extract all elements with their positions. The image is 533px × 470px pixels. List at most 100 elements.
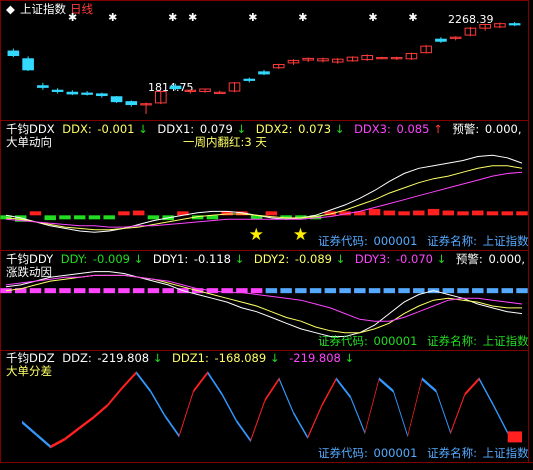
histogram-bar xyxy=(250,288,263,294)
ddz-segment xyxy=(393,389,408,438)
ddz-value: -219.808 xyxy=(97,351,149,365)
ddy-value: -0.009 xyxy=(93,252,130,266)
histogram-bar xyxy=(29,211,42,216)
star-marker-icon: ✱ xyxy=(298,11,307,24)
histogram-bar xyxy=(147,288,160,294)
ddx3-value: 0.085 xyxy=(397,122,430,136)
down-arrow-icon: ↓ xyxy=(336,252,346,266)
candle-body xyxy=(464,27,477,36)
star-marker-icon: ✱ xyxy=(248,11,257,24)
ddz-segment xyxy=(50,437,65,449)
histogram-bar xyxy=(383,288,396,294)
ddy-name: 千钧DDY xyxy=(6,252,54,266)
ddz-segment xyxy=(407,377,422,438)
candle-body xyxy=(37,85,49,88)
candle-body xyxy=(154,90,167,104)
ddx-name: 千钧DDX xyxy=(6,122,55,136)
ddx-panel: 千钧DDX DDX: -0.001 ↓ DDX1: 0.079 ↓ DDX2: … xyxy=(0,122,529,248)
ddy2-label: DDY2: xyxy=(254,252,289,266)
candle-body xyxy=(22,58,34,71)
down-arrow-icon: ↓ xyxy=(235,252,245,266)
candle-body xyxy=(494,23,506,28)
histogram-bar xyxy=(324,211,337,216)
ddx-sec-name: 上证指数 xyxy=(483,234,529,248)
candle-body xyxy=(420,45,432,54)
histogram-bar xyxy=(486,288,499,294)
histogram-bar xyxy=(44,288,56,294)
svg-text:千钧DDZ DDZ: -219.80: 千钧DDZ DDZ: -219.808 ↓ DDZ1: -168.089 ↓ -… xyxy=(6,351,354,365)
histogram-bar xyxy=(265,288,278,294)
candle-body xyxy=(169,85,182,90)
ddz-segment xyxy=(336,377,351,399)
ddx-label: DDX: xyxy=(62,122,91,136)
ddz-segment xyxy=(164,414,180,438)
ddx3-label: DDX3: xyxy=(354,122,391,136)
candle-body xyxy=(449,36,462,39)
ddy-code: 000001 xyxy=(374,334,418,348)
histogram-bar xyxy=(250,215,263,220)
histogram-bar xyxy=(486,211,499,216)
ddz-segment xyxy=(193,371,208,393)
histogram-bar xyxy=(280,288,292,294)
histogram-bar xyxy=(221,211,233,216)
ddy-subtitle: 涨跌动因 xyxy=(6,265,52,279)
histogram-bar xyxy=(132,288,145,294)
ddy-sec-name-label: 证券名称: xyxy=(427,334,477,348)
ddz-segment xyxy=(250,398,265,443)
candle-body xyxy=(199,88,211,92)
series-line-ddx3 xyxy=(5,171,523,228)
candle-body xyxy=(376,57,388,60)
ddz-segment xyxy=(36,433,51,449)
histogram-bar xyxy=(221,288,233,294)
star-marker-icon: ✱ xyxy=(368,11,377,24)
histogram-bar xyxy=(354,288,366,294)
ddy-label: DDY: xyxy=(61,252,87,266)
candle-body xyxy=(184,89,197,92)
histogram-bar xyxy=(472,210,484,216)
candle-body xyxy=(331,58,344,63)
ddz-area-chart xyxy=(22,371,522,449)
histogram-bar xyxy=(73,215,86,220)
histogram-bar xyxy=(103,215,115,220)
ddx-sec-name-label: 证券名称: xyxy=(427,234,477,248)
ddx1-label: DDX1: xyxy=(157,122,194,136)
ddy-histogram xyxy=(0,288,528,294)
down-arrow-icon: ↓ xyxy=(134,252,144,266)
histogram-bar xyxy=(295,215,307,220)
histogram-bar xyxy=(516,211,528,216)
histogram-bar xyxy=(295,288,307,294)
candle-body xyxy=(361,55,374,61)
ddy1-value: -0.118 xyxy=(194,252,231,266)
candle-body xyxy=(317,58,329,62)
histogram-bar xyxy=(118,211,130,216)
histogram-bar xyxy=(501,288,513,294)
ddy-sec-name: 上证指数 xyxy=(483,334,529,348)
ddx-lines xyxy=(5,154,523,233)
kline-panel: ◆ 上证指数 日线 2268.39 1814.75 ✱✱✱✱✱✱✱✱ xyxy=(6,2,521,114)
candle-body xyxy=(272,64,285,69)
down-arrow-icon: ↓ xyxy=(138,122,148,136)
candle-body xyxy=(302,57,315,61)
ddx-warn-value: 0.000, xyxy=(485,122,522,136)
settings-icon[interactable]: ◆ xyxy=(6,2,15,16)
candle-body xyxy=(81,92,93,95)
svg-text:证券代码: 000001 证券名称:: 证券代码: 000001 证券名称: 上证指数 xyxy=(318,234,529,248)
histogram-bar xyxy=(15,288,27,294)
histogram-bar xyxy=(73,288,86,294)
candle-body xyxy=(125,101,138,106)
ddz-segment xyxy=(322,377,337,407)
histogram-bar xyxy=(88,215,101,220)
candle-body xyxy=(435,38,447,42)
histogram-bar xyxy=(132,210,145,216)
histogram-bar xyxy=(0,215,12,220)
histogram-bar xyxy=(457,288,469,294)
ddy-warn-value: 0.000, xyxy=(488,252,525,266)
ddz-extra-value: -219.808 xyxy=(289,351,341,365)
histogram-bar xyxy=(236,288,248,294)
histogram-bar xyxy=(88,288,101,294)
ddz-segment xyxy=(422,377,437,393)
candle-body xyxy=(258,71,270,75)
histogram-bar xyxy=(427,208,440,216)
ddz-segment xyxy=(79,416,94,430)
